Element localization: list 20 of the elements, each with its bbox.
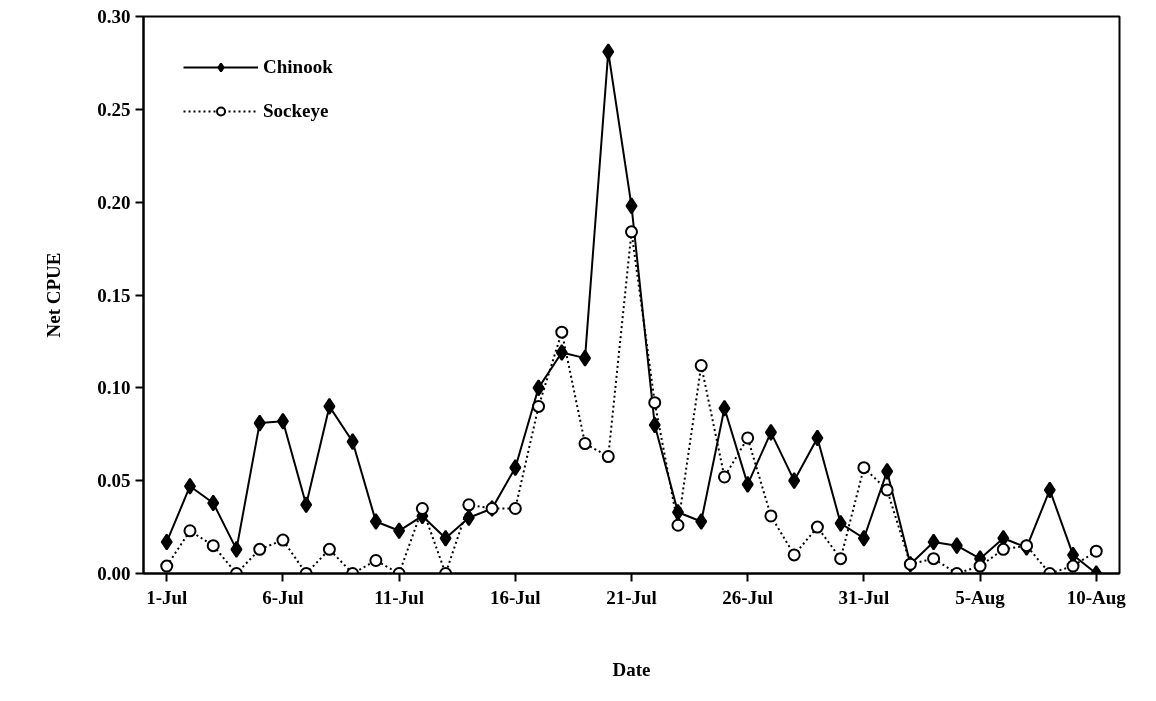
y-tick-label: 0.10 xyxy=(97,377,131,399)
y-tick-label: 0.30 xyxy=(97,6,131,27)
x-tick-label: 26-Jul xyxy=(722,586,774,608)
y-tick-label: 0.15 xyxy=(97,284,131,306)
x-tick-label: 1-Jul xyxy=(146,586,188,608)
legend-label: Sockeye xyxy=(263,100,329,122)
x-axis-title: Date xyxy=(612,658,651,680)
x-tick-label: 16-Jul xyxy=(489,586,541,608)
x-tick-label: 10-Aug xyxy=(1066,586,1127,608)
x-tick-label: 21-Jul xyxy=(606,586,657,608)
y-tick-label: 0.05 xyxy=(97,470,131,492)
x-tick-label: 5-Aug xyxy=(955,586,1006,608)
y-tick-label: 0.20 xyxy=(97,191,131,213)
legend-label: Chinook xyxy=(263,56,333,78)
x-tick-label: 31-Jul xyxy=(838,586,890,608)
y-tick-label: 0.25 xyxy=(97,98,131,120)
x-tick-label: 11-Jul xyxy=(374,586,424,608)
y-axis-title: Net CPUE xyxy=(43,252,65,338)
y-tick-label: 0.00 xyxy=(97,563,131,584)
x-tick-label: 6-Jul xyxy=(262,586,304,608)
